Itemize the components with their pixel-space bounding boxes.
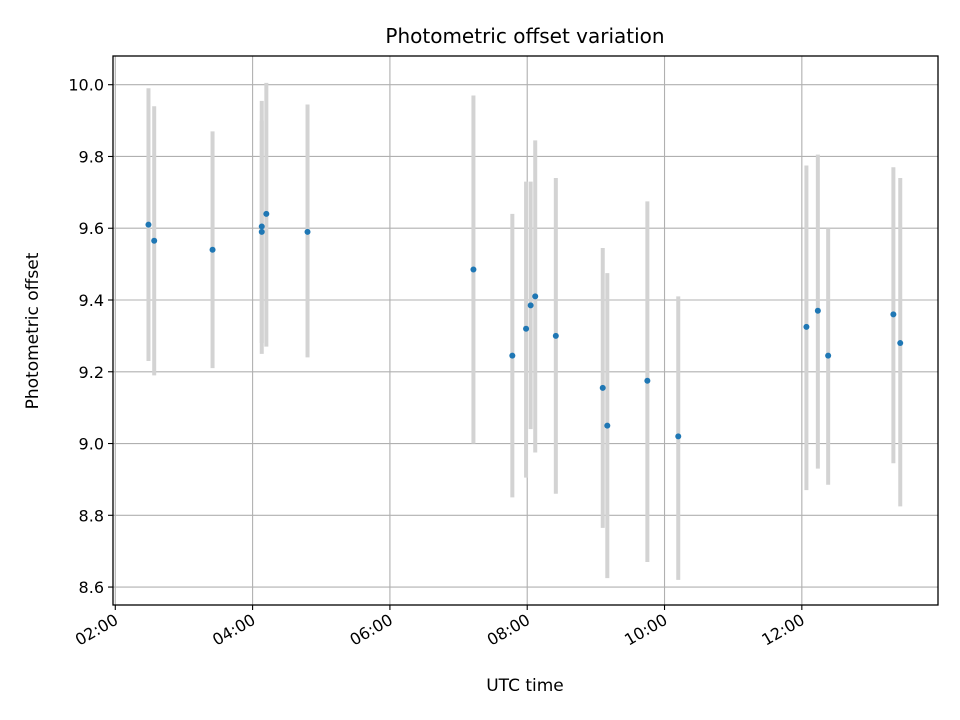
data-point	[814, 307, 821, 314]
data-point	[890, 311, 897, 318]
data-point	[552, 332, 559, 339]
data-point	[803, 323, 810, 330]
data-points	[145, 210, 904, 440]
data-point	[470, 266, 477, 273]
data-point	[209, 246, 216, 253]
data-point	[825, 352, 832, 359]
chart-title: Photometric offset variation	[385, 24, 664, 48]
data-point	[151, 237, 158, 244]
data-point	[263, 210, 270, 217]
data-point	[527, 302, 534, 309]
y-tick-label: 8.8	[79, 506, 104, 525]
y-axis-label: Photometric offset	[23, 252, 43, 409]
data-point	[644, 377, 651, 384]
y-tick-label: 9.6	[79, 219, 104, 238]
y-tick-label: 10.0	[68, 76, 104, 95]
y-tick-label: 9.4	[79, 291, 104, 310]
data-point	[897, 340, 904, 347]
data-point	[258, 223, 265, 230]
y-tick-label: 8.6	[79, 578, 104, 597]
data-point	[523, 325, 530, 332]
plot-frame	[112, 55, 939, 606]
y-tick-label: 9.0	[79, 435, 104, 454]
data-point	[532, 293, 539, 300]
y-axis: 8.6 8.8 9.0 9.2 9.4 9.6 9.8 10.0	[68, 76, 113, 597]
data-point	[599, 384, 606, 391]
data-point	[675, 433, 682, 440]
data-point	[145, 221, 152, 228]
data-point	[304, 228, 311, 235]
data-point	[509, 352, 516, 359]
y-tick-label: 9.8	[79, 147, 104, 166]
y-tick-label: 9.2	[79, 363, 104, 382]
data-point	[604, 422, 611, 429]
data-point	[258, 228, 265, 235]
x-axis-label: UTC time	[486, 676, 564, 696]
